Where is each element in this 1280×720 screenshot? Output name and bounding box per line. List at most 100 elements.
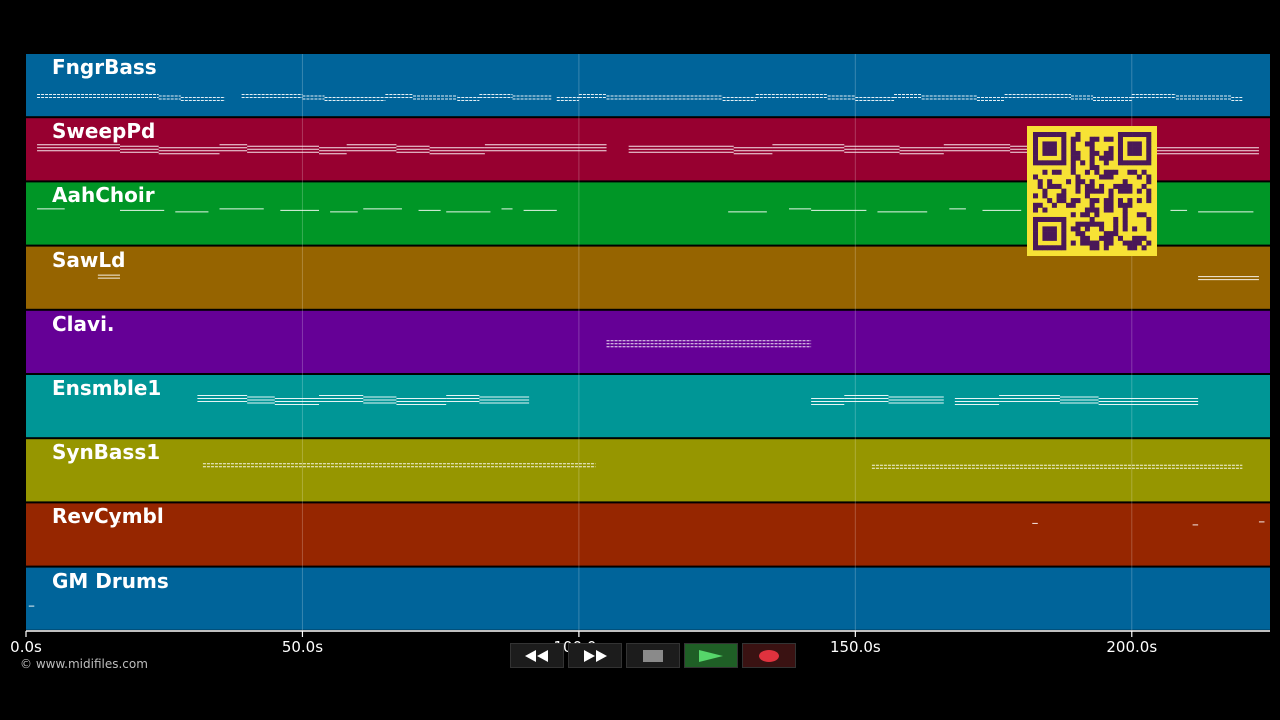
qr-module — [1132, 160, 1138, 166]
qr-module — [1061, 231, 1067, 237]
qr-module — [1108, 207, 1114, 213]
qr-module — [1070, 240, 1076, 246]
qr-module — [1075, 179, 1081, 185]
qr-module — [1136, 146, 1142, 152]
qr-module — [1132, 235, 1138, 241]
qr-module — [1146, 216, 1152, 222]
qr-module — [1061, 226, 1067, 232]
track-label: SawLd — [52, 247, 126, 272]
qr-module — [1113, 183, 1119, 189]
qr-module — [1136, 174, 1142, 180]
qr-module — [1141, 169, 1147, 175]
qr-module — [1061, 155, 1067, 161]
qr-module — [1042, 231, 1048, 237]
qr-module — [1075, 198, 1081, 204]
qr-module — [1132, 226, 1138, 232]
qr-module — [1127, 198, 1133, 204]
qr-module — [1117, 198, 1123, 204]
qr-module — [1108, 202, 1114, 208]
qr-module — [1047, 235, 1053, 241]
qr-module — [1033, 221, 1039, 227]
qr-module — [1070, 146, 1076, 152]
qr-module — [1146, 160, 1152, 166]
qr-module — [1141, 160, 1147, 166]
qr-module — [1122, 179, 1128, 185]
tick-label: 150.0s — [829, 638, 881, 656]
qr-module — [1127, 188, 1133, 194]
qr-module — [1042, 141, 1048, 147]
qr-module — [1146, 221, 1152, 227]
qr-module — [1056, 216, 1062, 222]
qr-module — [1075, 174, 1081, 180]
qr-module — [1042, 146, 1048, 152]
rewind-button[interactable] — [510, 643, 564, 668]
qr-module — [1047, 216, 1053, 222]
track-lane-8 — [26, 567, 1270, 630]
qr-module — [1094, 198, 1100, 204]
qr-module — [1051, 146, 1057, 152]
record-button[interactable] — [742, 643, 796, 668]
qr-module — [1080, 160, 1086, 166]
qr-module — [1033, 245, 1039, 251]
stop-button[interactable] — [626, 643, 680, 668]
qr-module — [1033, 136, 1039, 142]
qr-module — [1033, 132, 1039, 138]
qr-module — [1051, 141, 1057, 147]
qr-module — [1080, 235, 1086, 241]
qr-module — [1136, 150, 1142, 156]
play-button[interactable] — [684, 643, 738, 668]
qr-module — [1094, 240, 1100, 246]
qr-module — [1089, 160, 1095, 166]
qr-module — [1075, 231, 1081, 237]
qr-module — [1136, 198, 1142, 204]
tick-label: 0.0s — [10, 638, 42, 656]
qr-module — [1113, 231, 1119, 237]
qr-module — [1122, 183, 1128, 189]
qr-module — [1033, 216, 1039, 222]
qr-module — [1103, 202, 1109, 208]
qr-module — [1070, 165, 1076, 171]
qr-module — [1099, 183, 1105, 189]
tick-label: 200.0s — [1106, 638, 1158, 656]
qr-module — [1127, 202, 1133, 208]
track-label: Clavi. — [52, 311, 115, 336]
qr-module — [1070, 169, 1076, 175]
qr-module — [1037, 202, 1043, 208]
qr-module — [1051, 150, 1057, 156]
qr-module — [1089, 221, 1095, 227]
qr-module — [1042, 193, 1048, 199]
qr-module — [1037, 179, 1043, 185]
track-label: RevCymbl — [52, 504, 164, 529]
qr-module — [1136, 132, 1142, 138]
qr-module — [1042, 160, 1048, 166]
qr-module — [1117, 146, 1123, 152]
qr-module — [1136, 240, 1142, 246]
qr-module — [1051, 235, 1057, 241]
qr-module — [1061, 198, 1067, 204]
qr-module — [1061, 136, 1067, 142]
qr-module — [1136, 212, 1142, 218]
record-icon — [759, 649, 779, 662]
qr-module — [1132, 245, 1138, 251]
qr-module — [1056, 132, 1062, 138]
qr-module — [1084, 141, 1090, 147]
fast-forward-button[interactable] — [568, 643, 622, 668]
qr-module — [1117, 150, 1123, 156]
qr-module — [1132, 240, 1138, 246]
qr-module — [1051, 169, 1057, 175]
track-lane-6 — [26, 439, 1270, 502]
qr-module — [1127, 183, 1133, 189]
qr-module — [1075, 132, 1081, 138]
qr-module — [1070, 212, 1076, 218]
qr-module — [1122, 188, 1128, 194]
qr-module — [1033, 231, 1039, 237]
qr-module — [1089, 155, 1095, 161]
qr-module — [1099, 188, 1105, 194]
qr-module — [1103, 136, 1109, 142]
qr-module — [1051, 183, 1057, 189]
qr-module — [1033, 155, 1039, 161]
qr-module — [1070, 226, 1076, 232]
qr-module — [1037, 216, 1043, 222]
qr-module — [1047, 141, 1053, 147]
qr-module — [1061, 221, 1067, 227]
